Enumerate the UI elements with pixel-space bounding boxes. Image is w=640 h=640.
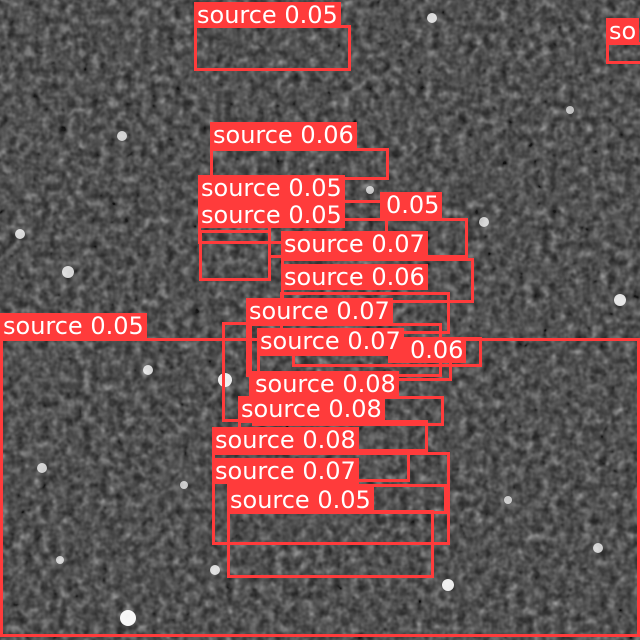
detection-label: source 0.05 xyxy=(0,313,147,339)
detection-label: 0.05 xyxy=(380,192,443,218)
detection-box xyxy=(194,25,351,71)
detection-label: source 0.06 xyxy=(210,122,357,148)
detection-label: source 0.07 xyxy=(281,231,428,257)
detection-label: source 0.08 xyxy=(238,396,385,422)
detection-box xyxy=(227,510,434,578)
detection-box xyxy=(606,42,640,64)
detection-box xyxy=(212,452,450,545)
bright-spots xyxy=(15,13,626,626)
detection-label: so xyxy=(606,18,640,44)
detection-label: source 0.05 xyxy=(227,487,374,513)
detection-label: source 0.07 xyxy=(212,458,359,484)
detection-box xyxy=(222,322,252,422)
detection-label: source 0.05 xyxy=(198,202,345,228)
detection-label: source 0.05 xyxy=(194,2,341,28)
detection-label: source 0.05 xyxy=(198,175,345,201)
detection-label: source 0.07 xyxy=(246,298,393,324)
detection-label: source 0.06 xyxy=(281,264,428,290)
detection-label: source 0.08 xyxy=(252,371,399,397)
detection-label: source 0.07 xyxy=(257,328,404,354)
detection-label: source 0.08 xyxy=(212,427,359,453)
detection-box xyxy=(199,230,271,281)
